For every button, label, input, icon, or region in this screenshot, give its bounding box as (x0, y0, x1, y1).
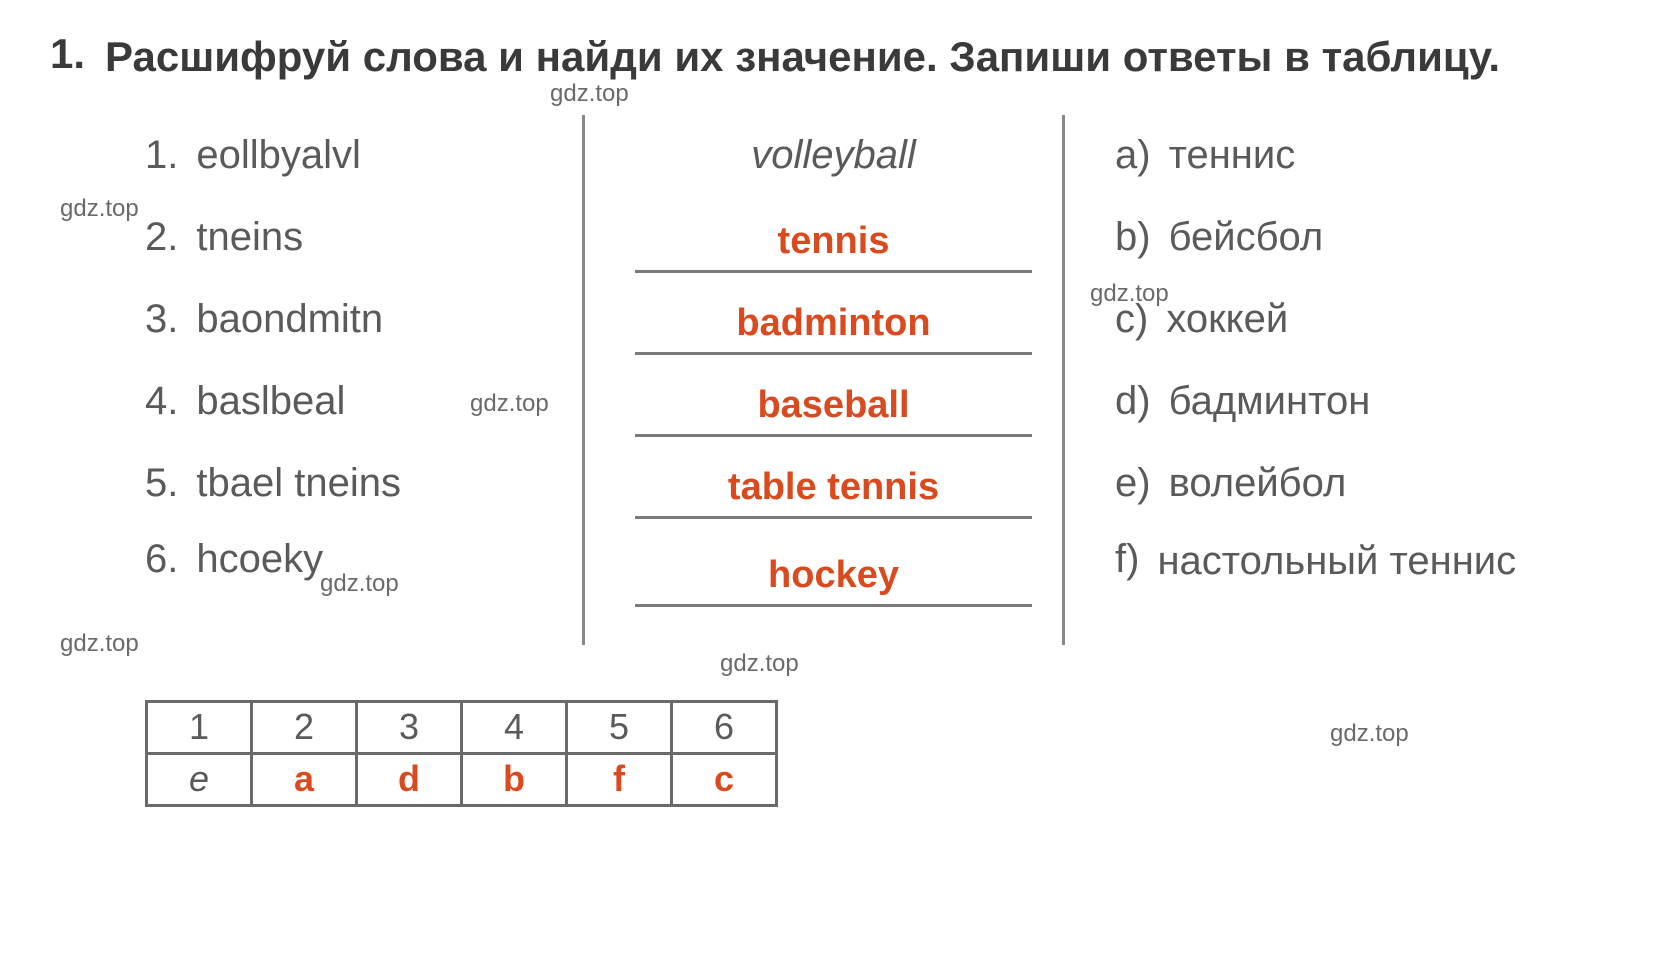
translation-item: d) бадминтон (1115, 361, 1565, 443)
table-header-cell: 1 (147, 701, 252, 753)
table-answer-cell: d (357, 753, 462, 805)
answer-line: baseball (635, 377, 1032, 437)
scrambled-word: eollbyalvl (196, 133, 361, 178)
item-number: 1. (145, 133, 178, 178)
example-answer: volleyball (635, 133, 1032, 178)
scrambled-item: 2. tneins (145, 197, 552, 279)
scrambled-column: 1. eollbyalvl 2. tneins 3. baondmitn 4. … (145, 115, 585, 645)
scrambled-item: 3. baondmitn (145, 279, 552, 361)
translation-text: бейсбол (1169, 215, 1324, 260)
answer-table: 1 2 3 4 5 6 e a d b f c (145, 700, 778, 807)
answer-line: table tennis (635, 459, 1032, 519)
watermark: gdz.top (720, 650, 799, 678)
scrambled-item: 5. tbael tneins (145, 443, 552, 525)
table-header-cell: 3 (357, 701, 462, 753)
scrambled-word: hcoeky (196, 537, 323, 582)
answer-text: table tennis (728, 466, 939, 509)
answer-row: table tennis (635, 443, 1032, 525)
scrambled-word: baslbeal (196, 379, 345, 424)
translation-item: e) волейбол (1115, 443, 1565, 525)
scrambled-item: 1. eollbyalvl (145, 115, 552, 197)
answer-line: tennis (635, 213, 1032, 273)
scrambled-item: 4. baslbeal (145, 361, 552, 443)
table-answer-cell: e (147, 753, 252, 805)
task-header: 1. Расшифруй слова и найди их значение. … (50, 30, 1609, 85)
item-number: 4. (145, 379, 178, 424)
table-answer-cell: f (567, 753, 672, 805)
exercise-grid: 1. eollbyalvl 2. tneins 3. baondmitn 4. … (145, 115, 1609, 645)
table-answer-row: e a d b f c (147, 753, 777, 805)
answer-row: baseball (635, 361, 1032, 443)
translation-text: хоккей (1166, 297, 1288, 342)
watermark: gdz.top (550, 80, 629, 108)
item-number: 6. (145, 537, 178, 582)
answer-line: hockey (635, 547, 1032, 607)
table-header-cell: 6 (672, 701, 777, 753)
answer-example: volleyball (635, 115, 1032, 197)
item-number: 3. (145, 297, 178, 342)
translation-letter: c) (1115, 297, 1148, 342)
watermark: gdz.top (1330, 720, 1409, 748)
table-answer-cell: b (462, 753, 567, 805)
table-header-cell: 4 (462, 701, 567, 753)
answer-text: hockey (768, 554, 899, 597)
answer-text: baseball (757, 384, 909, 427)
translation-item: c) хоккей (1115, 279, 1565, 361)
translation-item: b) бейсбол (1115, 197, 1565, 279)
table-answer-cell: a (252, 753, 357, 805)
scrambled-word: baondmitn (196, 297, 383, 342)
task-instruction: Расшифруй слова и найди их значение. Зап… (105, 30, 1500, 85)
table-header-cell: 2 (252, 701, 357, 753)
answer-row: hockey (635, 525, 1032, 645)
translation-item: f) настольный теннис (1115, 525, 1565, 645)
answers-column: volleyball tennis badminton baseball tab… (585, 115, 1065, 645)
item-number: 2. (145, 215, 178, 260)
translation-text: волейбол (1169, 461, 1347, 506)
translation-letter: b) (1115, 215, 1151, 260)
watermark: gdz.top (60, 630, 139, 658)
table-answer-cell: c (672, 753, 777, 805)
translation-text: теннис (1169, 133, 1296, 178)
answer-line: badminton (635, 295, 1032, 355)
translation-text: настольный теннис (1157, 537, 1516, 585)
translation-letter: a) (1115, 133, 1151, 178)
answer-row: tennis (635, 197, 1032, 279)
translation-letter: d) (1115, 379, 1151, 424)
translation-text: бадминтон (1169, 379, 1371, 424)
answer-text: tennis (778, 220, 890, 263)
scrambled-word: tneins (196, 215, 303, 260)
answer-row: badminton (635, 279, 1032, 361)
translation-letter: f) (1115, 537, 1139, 582)
table-header-cell: 5 (567, 701, 672, 753)
table-header-row: 1 2 3 4 5 6 (147, 701, 777, 753)
translations-column: a) теннис b) бейсбол c) хоккей d) бадмин… (1065, 115, 1565, 645)
scrambled-item: 6. hcoeky (145, 525, 552, 645)
task-number: 1. (50, 30, 85, 78)
translation-item: a) теннис (1115, 115, 1565, 197)
watermark: gdz.top (60, 195, 139, 223)
answer-text: badminton (736, 302, 930, 345)
item-number: 5. (145, 461, 178, 506)
translation-letter: e) (1115, 461, 1151, 506)
scrambled-word: tbael tneins (196, 461, 401, 506)
